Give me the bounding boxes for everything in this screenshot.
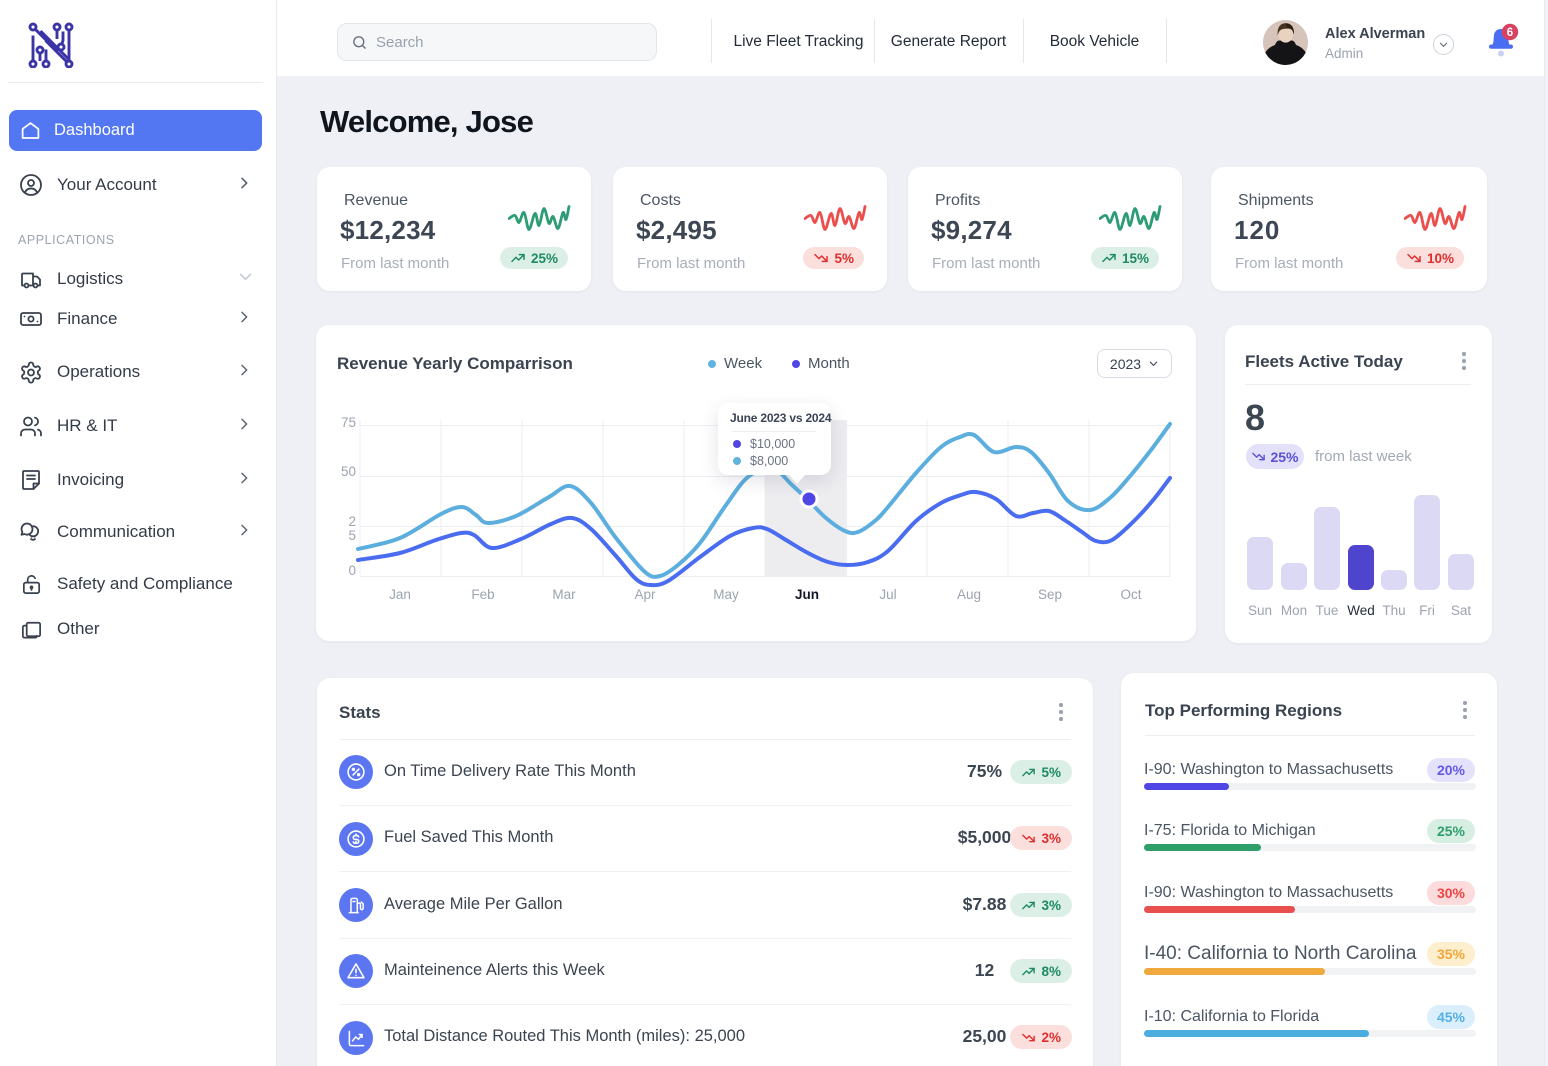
svg-text:Mar: Mar: [552, 587, 576, 602]
svg-text:Feb: Feb: [471, 587, 494, 602]
svg-text:Jul: Jul: [879, 587, 896, 602]
svg-text:2: 2: [348, 514, 356, 529]
svg-text:Apr: Apr: [634, 587, 656, 602]
svg-text:5: 5: [348, 528, 356, 543]
svg-text:50: 50: [341, 464, 356, 479]
svg-text:Sep: Sep: [1038, 587, 1062, 602]
svg-text:Oct: Oct: [1120, 587, 1141, 602]
svg-text:0: 0: [348, 563, 356, 578]
svg-text:Aug: Aug: [957, 587, 981, 602]
svg-text:May: May: [713, 587, 739, 602]
svg-text:6: 6: [1507, 27, 1513, 39]
svg-text:Jun: Jun: [795, 587, 819, 602]
svg-text:Jan: Jan: [389, 587, 411, 602]
svg-text:75: 75: [341, 415, 356, 430]
